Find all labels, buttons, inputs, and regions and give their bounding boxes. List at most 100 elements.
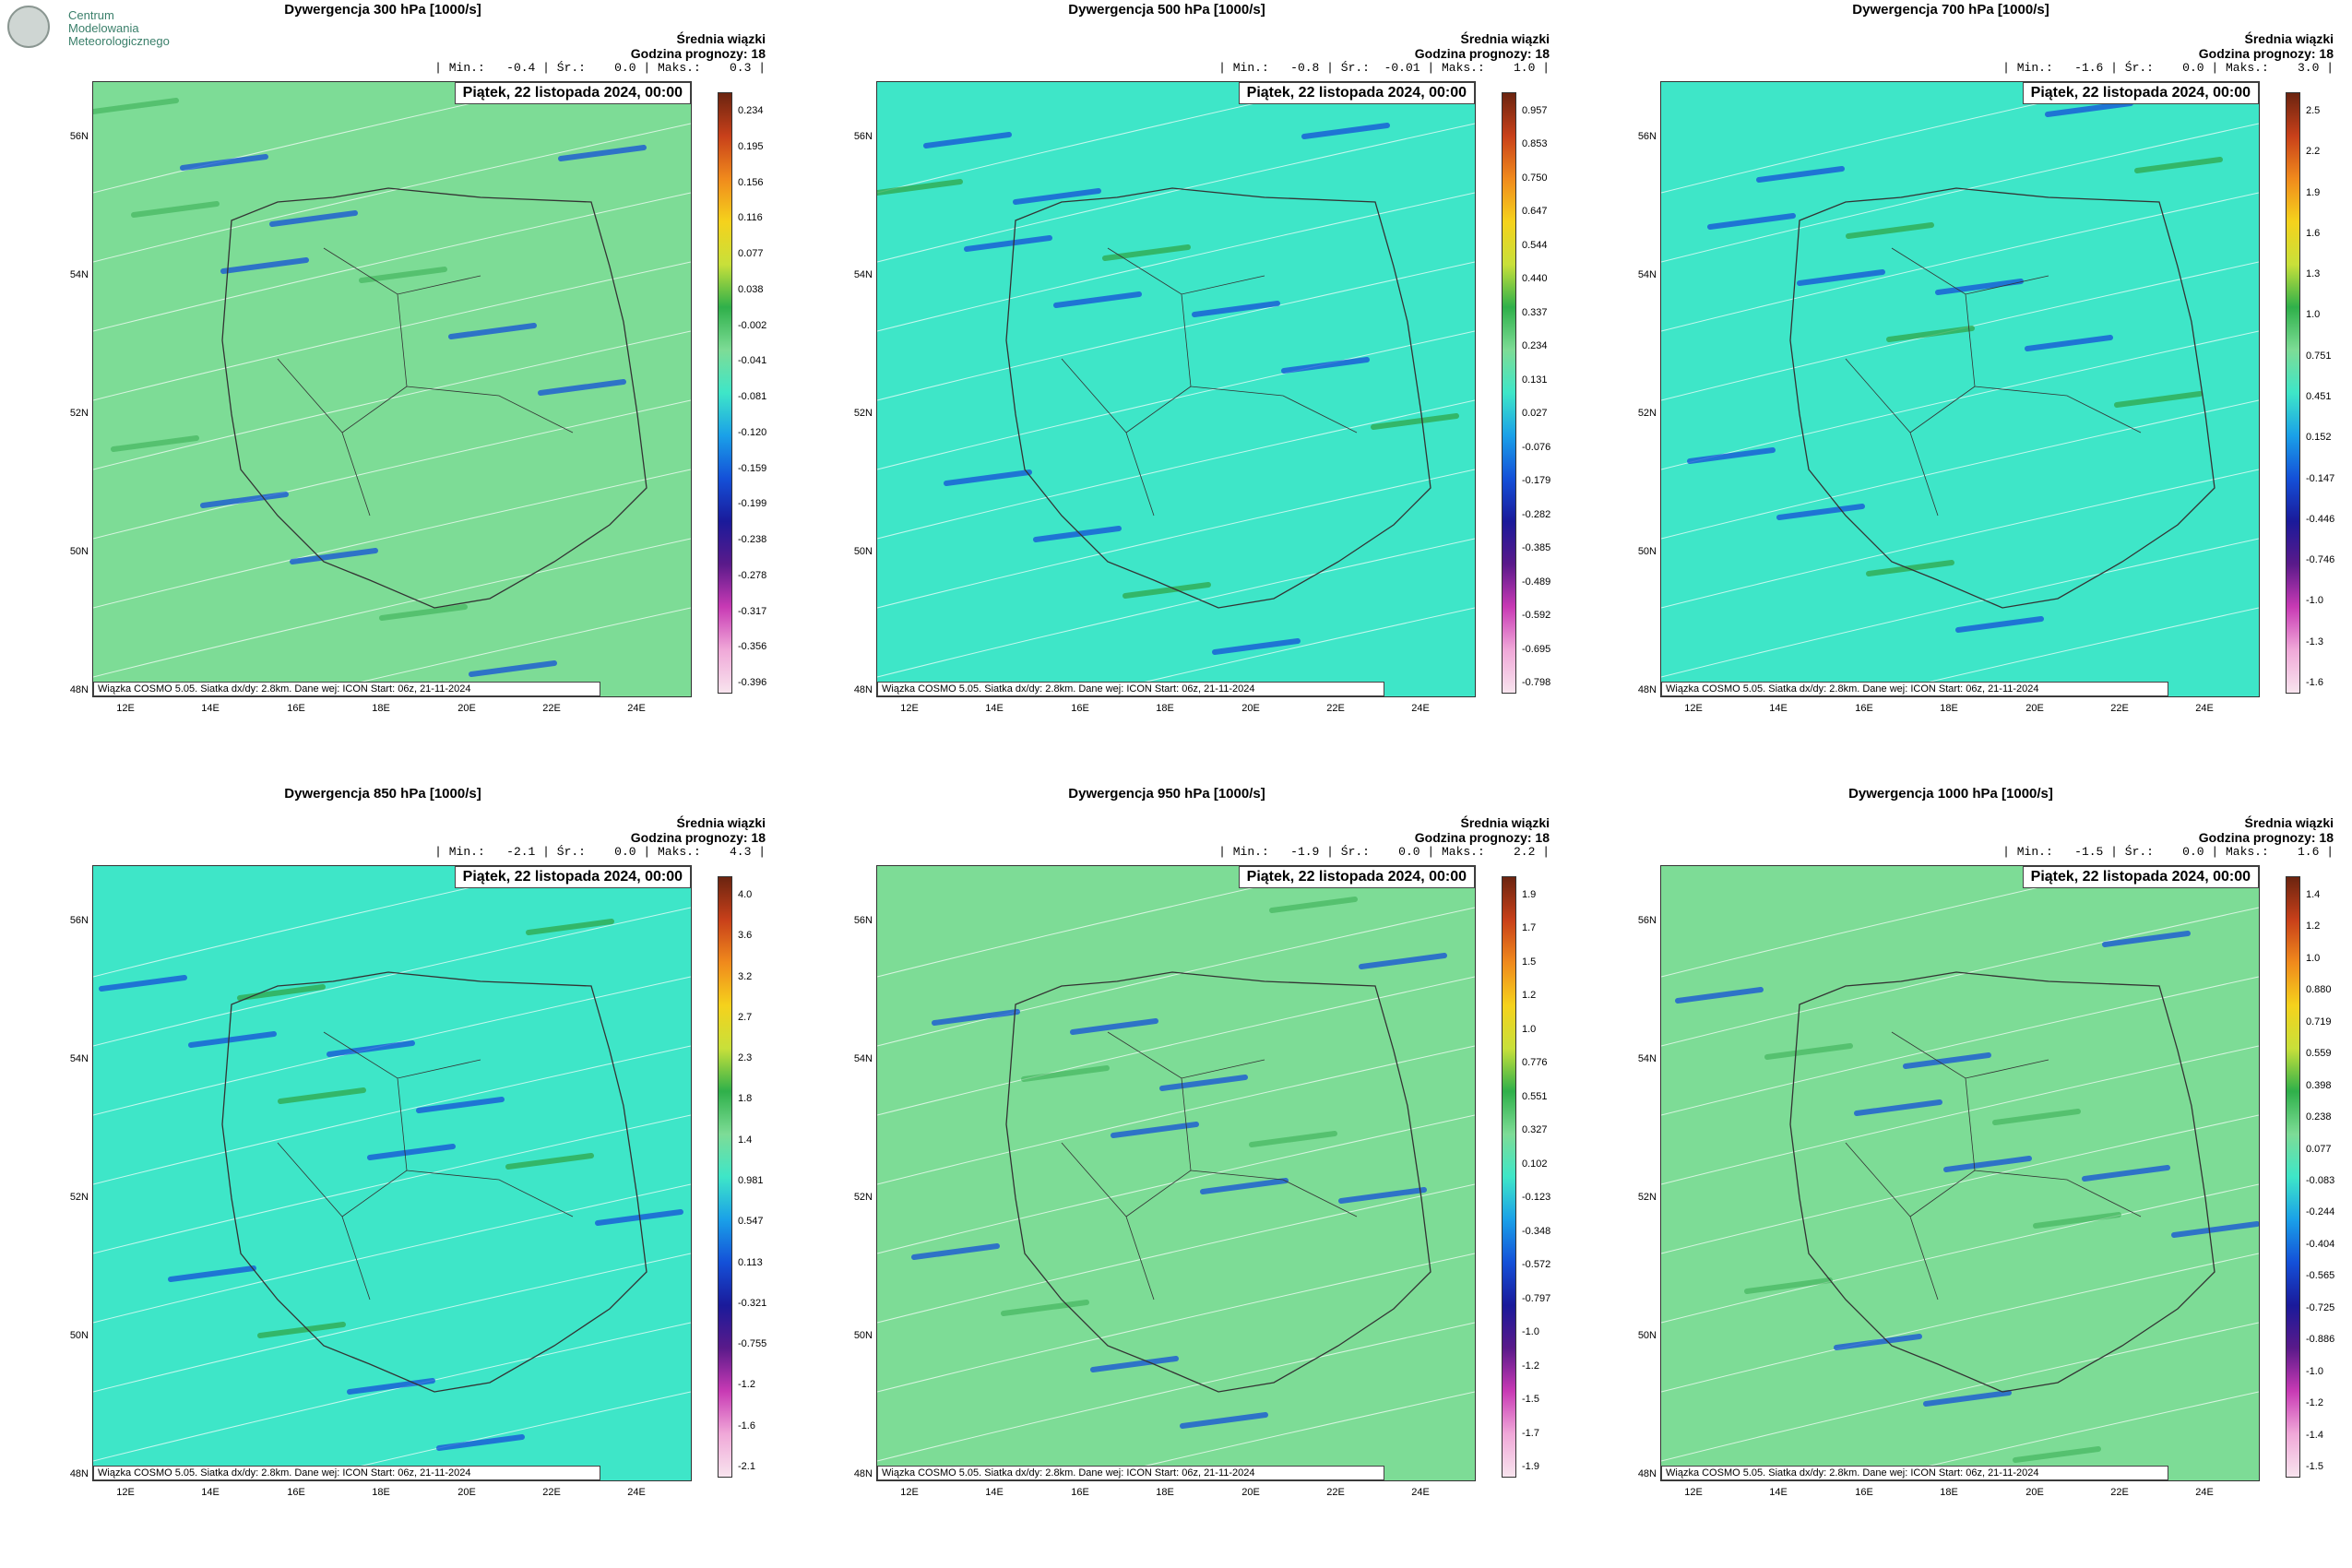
colorbar-tick-label: 0.880 bbox=[2306, 984, 2332, 996]
contour-line bbox=[877, 330, 1475, 470]
colorbar-tick-label: -2.1 bbox=[738, 1461, 755, 1472]
colorbar-tick-label: 3.6 bbox=[738, 930, 753, 942]
colorbar-tick-label: 0.038 bbox=[738, 283, 764, 295]
lat-label: 48N bbox=[69, 1468, 89, 1479]
contour-line bbox=[1661, 469, 2259, 609]
divergence-streak bbox=[1033, 526, 1122, 542]
colorbar-tick-label: 1.9 bbox=[1522, 889, 1537, 900]
divergence-streak bbox=[2134, 157, 2223, 173]
contour-line bbox=[877, 1183, 1475, 1324]
poland-border bbox=[1789, 971, 2215, 1393]
divergence-streak bbox=[1707, 213, 1796, 230]
lon-label: 14E bbox=[1769, 1487, 1788, 1498]
map-area: Piątek, 22 listopada 2024, 00:00 Wiązka C… bbox=[92, 865, 692, 1481]
contour-line bbox=[93, 538, 691, 678]
divergence-streak bbox=[111, 435, 199, 452]
colorbar-tick-label: 0.116 bbox=[738, 212, 763, 224]
contour-line bbox=[93, 192, 691, 332]
forecast-hour: Godzina prognozy: 18 bbox=[630, 46, 766, 61]
colorbar-tick-label: 1.2 bbox=[1522, 990, 1537, 1002]
min-mean-max-stats: | Min.: -1.6 | Śr.: 0.0 | Maks.: 3.0 | bbox=[2002, 61, 2334, 75]
map-panel: Dywergencja 700 hPa [1000/s] Średnia wiąz… bbox=[1568, 0, 2334, 766]
lon-label: 22E bbox=[1326, 1487, 1345, 1498]
lat-label: 50N bbox=[1637, 1330, 1657, 1341]
divergence-streak bbox=[1764, 1043, 1853, 1060]
contour-line bbox=[877, 261, 1475, 401]
colorbar-tick-label: -0.385 bbox=[1522, 542, 1551, 554]
colorbar-tick-label: 0.077 bbox=[738, 248, 764, 259]
poland-border bbox=[1005, 971, 1431, 1393]
divergence-streak bbox=[469, 660, 557, 677]
colorbar-tick-label: -0.147 bbox=[2306, 472, 2335, 484]
model-info-footer: Wiązka COSMO 5.05. Siatka dx/dy: 2.8km. … bbox=[93, 682, 600, 696]
colorbar-tick-label: 1.4 bbox=[738, 1134, 753, 1146]
colorbar-tick-label: 0.113 bbox=[738, 1256, 763, 1268]
ensemble-label: Średnia wiązki bbox=[676, 31, 766, 46]
ensemble-label: Średnia wiązki bbox=[2244, 815, 2334, 830]
colorbar-tick-label: 0.451 bbox=[2306, 391, 2332, 402]
lat-label: 50N bbox=[69, 1330, 89, 1341]
colorbar-tick-label: -0.238 bbox=[738, 534, 767, 545]
colorbar-tick-label: -0.746 bbox=[2306, 554, 2335, 566]
stat-block: Średnia wiązki Godzina prognozy: 18 | Min.… bbox=[434, 31, 766, 76]
voivodeship-borders bbox=[1061, 247, 1358, 517]
colorbar-tick-label: -1.7 bbox=[1522, 1427, 1539, 1439]
contour-line bbox=[93, 123, 691, 263]
colorbar-tick-label: 0.102 bbox=[1522, 1158, 1548, 1170]
colorbar-tick-label: -0.404 bbox=[2306, 1238, 2335, 1250]
colorbar-tick-label: 0.551 bbox=[1522, 1090, 1548, 1102]
forecast-hour: Godzina prognozy: 18 bbox=[1414, 830, 1550, 845]
divergence-streak bbox=[278, 1087, 366, 1104]
divergence-streak bbox=[2102, 931, 2191, 947]
colorbar-tick-label: -1.0 bbox=[2306, 1365, 2323, 1377]
lat-label: 54N bbox=[69, 269, 89, 280]
forecast-hour: Godzina prognozy: 18 bbox=[2198, 46, 2334, 61]
divergence-streak bbox=[505, 1153, 594, 1170]
colorbar bbox=[718, 876, 732, 1478]
colorbar-tick-label: 0.398 bbox=[2306, 1079, 2332, 1091]
colorbar-tick-label: 1.6 bbox=[2306, 227, 2321, 239]
lon-label: 24E bbox=[1411, 703, 1430, 714]
colorbar-tick-label: -0.159 bbox=[738, 462, 767, 474]
divergence-streak bbox=[2114, 391, 2203, 408]
lon-label: 16E bbox=[1855, 703, 1873, 714]
lat-label: 48N bbox=[853, 1468, 873, 1479]
colorbar-tick-label: -0.199 bbox=[738, 498, 767, 510]
lon-label: 18E bbox=[1940, 703, 1958, 714]
colorbar-ticks: 1.9 1.7 1.5 1.2 1.0 0.776 0.551 0.327 0.102 -0.12… bbox=[1522, 876, 1577, 1476]
colorbar-tick-label: 1.0 bbox=[2306, 309, 2321, 321]
divergence-streak bbox=[1301, 123, 1390, 139]
colorbar-tick-label: -0.179 bbox=[1522, 475, 1551, 487]
poland-border bbox=[221, 971, 647, 1393]
contour-line bbox=[877, 538, 1475, 678]
contour-line bbox=[1081, 1391, 1475, 1480]
colorbar-tick-label: -1.5 bbox=[1522, 1394, 1539, 1406]
divergence-streak bbox=[168, 1265, 256, 1282]
forecast-hour: Godzina prognozy: 18 bbox=[1414, 46, 1550, 61]
divergence-streak bbox=[1866, 560, 1954, 576]
lat-label: 54N bbox=[1637, 269, 1657, 280]
colorbar-tick-label: 0.234 bbox=[738, 105, 764, 116]
colorbar-tick-label: -0.572 bbox=[1522, 1259, 1551, 1271]
model-info-footer: Wiązka COSMO 5.05. Siatka dx/dy: 2.8km. … bbox=[1661, 682, 2168, 696]
colorbar-tick-label: 1.0 bbox=[2306, 952, 2321, 964]
colorbar-tick-label: 1.3 bbox=[2306, 268, 2321, 280]
divergence-streak bbox=[290, 548, 378, 564]
contour-line bbox=[877, 976, 1475, 1116]
lon-label: 22E bbox=[1326, 703, 1345, 714]
colorbar-tick-label: 1.2 bbox=[2306, 921, 2321, 932]
map-panel: Dywergencja 500 hPa [1000/s] Średnia wiąz… bbox=[784, 0, 1550, 766]
map-panel: Dywergencja 950 hPa [1000/s] Średnia wiąz… bbox=[784, 784, 1550, 1550]
colorbar-tick-label: -0.123 bbox=[1522, 1192, 1551, 1204]
lat-label: 48N bbox=[853, 684, 873, 695]
divergence-streak bbox=[188, 1031, 277, 1048]
poland-border bbox=[221, 187, 647, 609]
lat-label: 56N bbox=[69, 915, 89, 926]
lat-label: 50N bbox=[853, 1330, 873, 1341]
lon-label: 24E bbox=[2195, 703, 2214, 714]
colorbar-tick-label: 2.7 bbox=[738, 1011, 753, 1023]
divergence-streak bbox=[1744, 1277, 1833, 1294]
forecast-hour: Godzina prognozy: 18 bbox=[630, 830, 766, 845]
colorbar-tick-label: -0.725 bbox=[2306, 1301, 2335, 1313]
divergence-streak bbox=[1102, 244, 1191, 261]
